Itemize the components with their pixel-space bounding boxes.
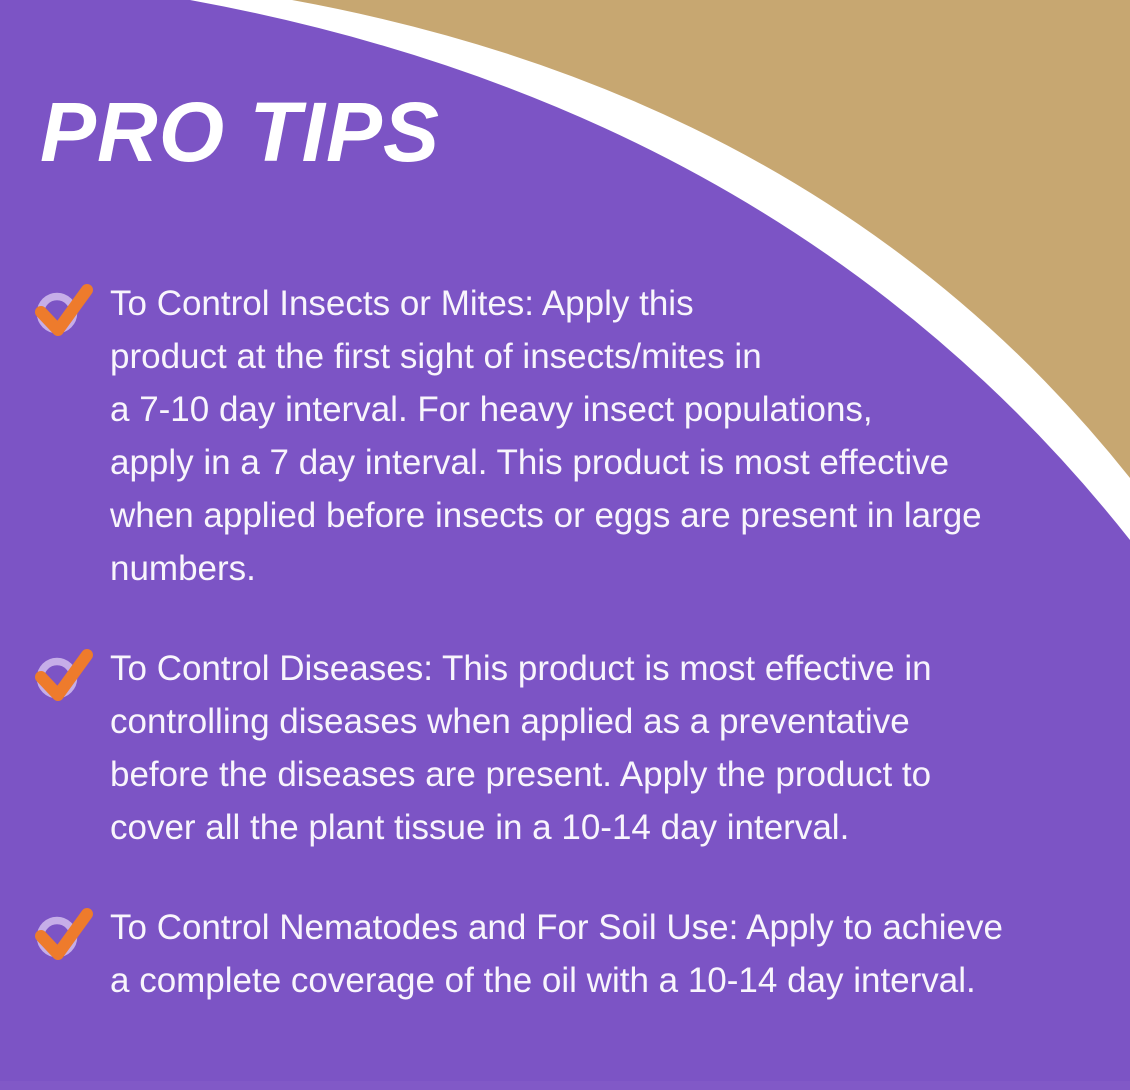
tip-text: To Control Insects or Mites: Apply this …	[110, 284, 982, 588]
page-title: PRO TIPS	[40, 85, 441, 179]
tip-item: To Control Insects or Mites: Apply this …	[33, 277, 1070, 595]
check-circle-icon	[35, 908, 93, 960]
tip-item: To Control Nematodes and For Soil Use: A…	[33, 901, 1070, 1007]
tip-text: To Control Nematodes and For Soil Use: A…	[110, 908, 1003, 1000]
tip-item: To Control Diseases: This product is mos…	[33, 642, 1070, 854]
bottom-strip	[0, 1081, 1130, 1090]
corner-accent-shape	[292, 0, 1130, 478]
check-circle-icon	[35, 284, 93, 336]
tip-text: To Control Diseases: This product is mos…	[110, 649, 932, 847]
check-circle-icon	[35, 649, 93, 701]
